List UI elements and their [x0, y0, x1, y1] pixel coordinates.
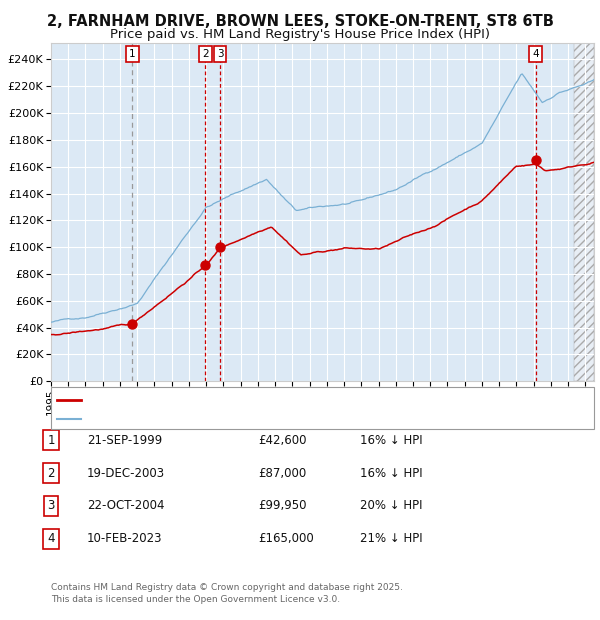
- Text: 21-SEP-1999: 21-SEP-1999: [87, 434, 162, 446]
- Text: 2, FARNHAM DRIVE, BROWN LEES, STOKE-ON-TRENT, ST8 6TB: 2, FARNHAM DRIVE, BROWN LEES, STOKE-ON-T…: [47, 14, 553, 29]
- Text: Price paid vs. HM Land Registry's House Price Index (HPI): Price paid vs. HM Land Registry's House …: [110, 28, 490, 40]
- Text: 1: 1: [47, 434, 55, 446]
- Text: 21% ↓ HPI: 21% ↓ HPI: [360, 533, 422, 545]
- Text: 10-FEB-2023: 10-FEB-2023: [87, 533, 163, 545]
- Text: £99,950: £99,950: [258, 500, 307, 512]
- Text: 4: 4: [47, 533, 55, 545]
- Text: 20% ↓ HPI: 20% ↓ HPI: [360, 500, 422, 512]
- Text: £165,000: £165,000: [258, 533, 314, 545]
- Text: 2: 2: [47, 467, 55, 479]
- Text: Contains HM Land Registry data © Crown copyright and database right 2025.
This d: Contains HM Land Registry data © Crown c…: [51, 583, 403, 604]
- Text: 3: 3: [47, 500, 55, 512]
- Text: 22-OCT-2004: 22-OCT-2004: [87, 500, 164, 512]
- Text: £87,000: £87,000: [258, 467, 306, 479]
- Text: 2, FARNHAM DRIVE, BROWN LEES, STOKE-ON-TRENT, ST8 6TB (semi-detached house): 2, FARNHAM DRIVE, BROWN LEES, STOKE-ON-T…: [84, 394, 529, 404]
- Text: £42,600: £42,600: [258, 434, 307, 446]
- Text: 4: 4: [532, 49, 539, 59]
- Text: 19-DEC-2003: 19-DEC-2003: [87, 467, 165, 479]
- Text: 1: 1: [129, 49, 136, 59]
- Text: 16% ↓ HPI: 16% ↓ HPI: [360, 467, 422, 479]
- Text: 2: 2: [202, 49, 209, 59]
- Text: 16% ↓ HPI: 16% ↓ HPI: [360, 434, 422, 446]
- Text: HPI: Average price, semi-detached house, Staffordshire Moorlands: HPI: Average price, semi-detached house,…: [84, 414, 431, 423]
- Bar: [574, 43, 594, 381]
- Text: 3: 3: [217, 49, 223, 59]
